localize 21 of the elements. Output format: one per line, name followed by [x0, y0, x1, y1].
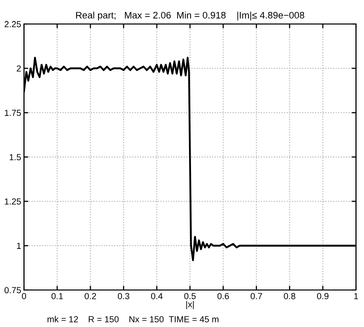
text: mk = 12 R = 150 Nx = 150 TIME = 45 m	[48, 316, 218, 322]
x-tick-label: 0.4	[151, 293, 163, 300]
x-tick-label: 0.2	[84, 293, 96, 300]
x-tick-label: 1	[354, 293, 358, 300]
y-tick-label: 1	[17, 242, 21, 249]
x-tick-label: 0.1	[51, 293, 63, 300]
x-tick-label: 0	[22, 293, 26, 300]
y-tick-label: 1.5	[10, 154, 21, 160]
x-tick-label: 0.9	[317, 293, 328, 300]
x-tick-label: 0.7	[250, 293, 262, 300]
y-tick-label: 0.75	[4, 287, 21, 294]
x-tick-label: 0.6	[217, 293, 229, 300]
x-tick-label: 0.3	[118, 293, 130, 300]
x-axis-title: |x|	[186, 300, 194, 310]
y-tick-label: 1.75	[4, 110, 21, 116]
chart-title: Real part; Max = 2.06 Min = 0.918 |Im|≤ 4.89e−008	[76, 12, 304, 20]
x-tick-label: 0.5	[184, 293, 196, 300]
y-tick-label: 1.25	[4, 198, 21, 205]
y-tick-label: 2.25	[4, 21, 21, 28]
y-tick-label: 2	[16, 65, 21, 72]
x-tick-label: 0.8	[284, 293, 296, 300]
